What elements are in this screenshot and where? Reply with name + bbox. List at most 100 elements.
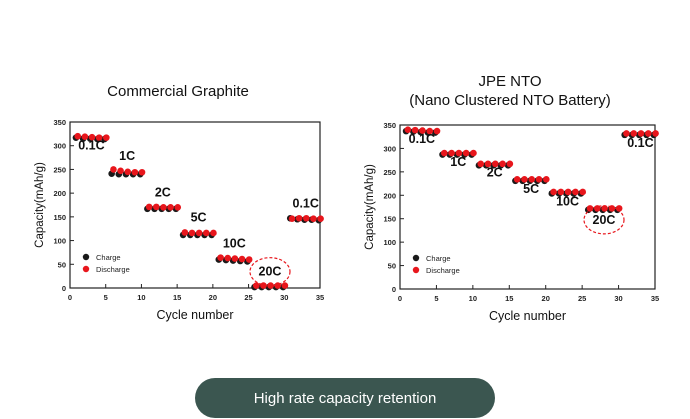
legend-marker-charge bbox=[412, 254, 420, 262]
discharge-point bbox=[217, 254, 224, 261]
discharge-point bbox=[455, 149, 463, 157]
discharge-point bbox=[404, 126, 412, 133]
discharge-point bbox=[484, 160, 492, 168]
x-tick-label: 15 bbox=[505, 294, 513, 303]
y-tick-label: 50 bbox=[58, 260, 66, 269]
discharge-point bbox=[426, 127, 434, 135]
y-tick-label: 350 bbox=[383, 121, 396, 130]
discharge-point bbox=[506, 160, 514, 168]
discharge-point bbox=[81, 133, 89, 140]
y-tick-label: 250 bbox=[383, 168, 396, 177]
highlight-circle bbox=[249, 257, 291, 287]
rate-label: 5C bbox=[523, 182, 539, 196]
discharge-point bbox=[110, 166, 117, 173]
discharge-point bbox=[231, 255, 239, 262]
discharge-point bbox=[601, 205, 608, 212]
chart-title: Commercial Graphite bbox=[18, 82, 338, 101]
x-tick-label: 25 bbox=[244, 293, 252, 302]
discharge-point bbox=[138, 168, 146, 176]
discharge-point bbox=[477, 160, 485, 168]
legend-marker-discharge bbox=[412, 266, 420, 274]
discharge-point bbox=[557, 188, 565, 196]
y-tick-label: 0 bbox=[392, 285, 396, 294]
discharge-point bbox=[630, 130, 638, 137]
y-tick-label: 100 bbox=[53, 237, 66, 246]
discharge-point bbox=[88, 133, 96, 141]
y-tick-label: 350 bbox=[53, 118, 66, 127]
discharge-point bbox=[543, 176, 550, 183]
discharge-point bbox=[433, 127, 441, 135]
rate-label: 5C bbox=[191, 211, 207, 225]
y-tick-label: 200 bbox=[383, 191, 396, 200]
rate-label: 1C bbox=[119, 149, 135, 163]
y-tick-label: 100 bbox=[383, 238, 396, 247]
discharge-point bbox=[652, 130, 659, 137]
discharge-point bbox=[281, 282, 289, 289]
footer-caption-text: High rate capacity retention bbox=[253, 389, 437, 407]
chart-title-line: Commercial Graphite bbox=[107, 83, 249, 100]
legend-marker-charge bbox=[82, 253, 90, 261]
discharge-point bbox=[95, 134, 103, 141]
discharge-point bbox=[441, 149, 448, 157]
x-axis-label: Cycle number bbox=[489, 309, 566, 323]
y-tick-label: 150 bbox=[53, 213, 66, 222]
discharge-point bbox=[564, 188, 572, 196]
rate-label: 0.1C bbox=[293, 196, 319, 210]
rate-label: 0.1C bbox=[409, 132, 435, 146]
discharge-point bbox=[492, 160, 499, 168]
x-tick-label: 30 bbox=[614, 294, 622, 303]
legend-label-discharge: Discharge bbox=[426, 266, 460, 275]
discharge-point bbox=[521, 176, 528, 183]
discharge-point bbox=[419, 127, 426, 134]
discharge-point bbox=[448, 149, 455, 157]
discharge-point bbox=[238, 255, 246, 263]
discharge-point bbox=[160, 204, 167, 211]
discharge-point bbox=[195, 229, 203, 237]
y-tick-label: 200 bbox=[53, 189, 66, 198]
discharge-point bbox=[224, 254, 232, 262]
rate-label: 10C bbox=[223, 237, 246, 251]
legend-label-charge: Charge bbox=[96, 253, 121, 262]
x-tick-label: 0 bbox=[68, 293, 72, 302]
chart-panel-nto: JPE NTO (Nano Clustered NTO Battery) 0 5 1… bbox=[350, 0, 670, 340]
discharge-point bbox=[310, 215, 317, 223]
discharge-point bbox=[131, 168, 139, 176]
y-tick-label: 50 bbox=[388, 262, 396, 271]
rate-label: 10C bbox=[556, 195, 579, 209]
x-tick-label: 30 bbox=[280, 293, 288, 302]
discharge-point bbox=[528, 176, 536, 183]
chart-panel-graphite: Commercial Graphite 0 5 10 15 20 25 30 35 0 50 100… bbox=[18, 0, 338, 340]
discharge-point bbox=[203, 229, 210, 237]
discharge-point bbox=[586, 205, 594, 212]
x-tick-label: 5 bbox=[104, 293, 108, 302]
discharge-point bbox=[470, 149, 477, 157]
legend-label-charge: Charge bbox=[426, 254, 451, 263]
discharge-point bbox=[317, 215, 324, 223]
y-axis-label: Capacity(mAh/g) bbox=[34, 162, 46, 248]
legend-marker-discharge bbox=[82, 265, 90, 273]
legend-label-discharge: Discharge bbox=[96, 265, 130, 274]
discharge-point bbox=[637, 130, 645, 137]
rate-label: 1C bbox=[450, 155, 466, 169]
x-tick-label: 10 bbox=[469, 294, 477, 303]
y-tick-label: 250 bbox=[53, 165, 66, 174]
discharge-point bbox=[572, 188, 579, 196]
discharge-point bbox=[499, 160, 506, 168]
discharge-point bbox=[303, 214, 310, 222]
discharge-point bbox=[623, 130, 630, 137]
plot-frame bbox=[69, 121, 321, 289]
discharge-point bbox=[117, 167, 124, 175]
y-axis-label: Capacity(mAh/g) bbox=[364, 164, 376, 250]
x-tick-label: 20 bbox=[209, 293, 217, 302]
discharge-point bbox=[74, 132, 82, 140]
discharge-point bbox=[167, 204, 174, 211]
x-axis-label: Cycle number bbox=[156, 308, 233, 322]
discharge-point bbox=[550, 188, 557, 196]
x-tick-label: 5 bbox=[434, 294, 438, 303]
y-tick-label: 150 bbox=[383, 215, 396, 224]
x-tick-label: 35 bbox=[316, 293, 324, 302]
discharge-point bbox=[288, 215, 296, 223]
discharge-point bbox=[153, 203, 160, 211]
discharge-point bbox=[188, 229, 196, 237]
y-tick-label: 0 bbox=[62, 284, 66, 293]
